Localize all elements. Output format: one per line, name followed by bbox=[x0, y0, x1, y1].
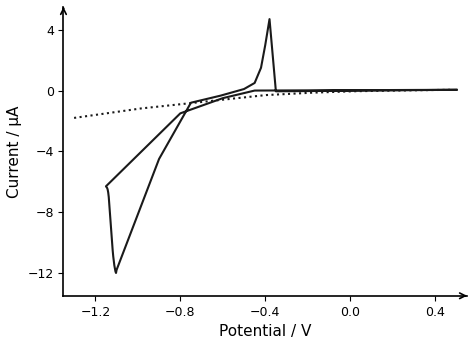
X-axis label: Potential / V: Potential / V bbox=[219, 324, 311, 339]
Y-axis label: Current / μA: Current / μA bbox=[7, 105, 22, 198]
